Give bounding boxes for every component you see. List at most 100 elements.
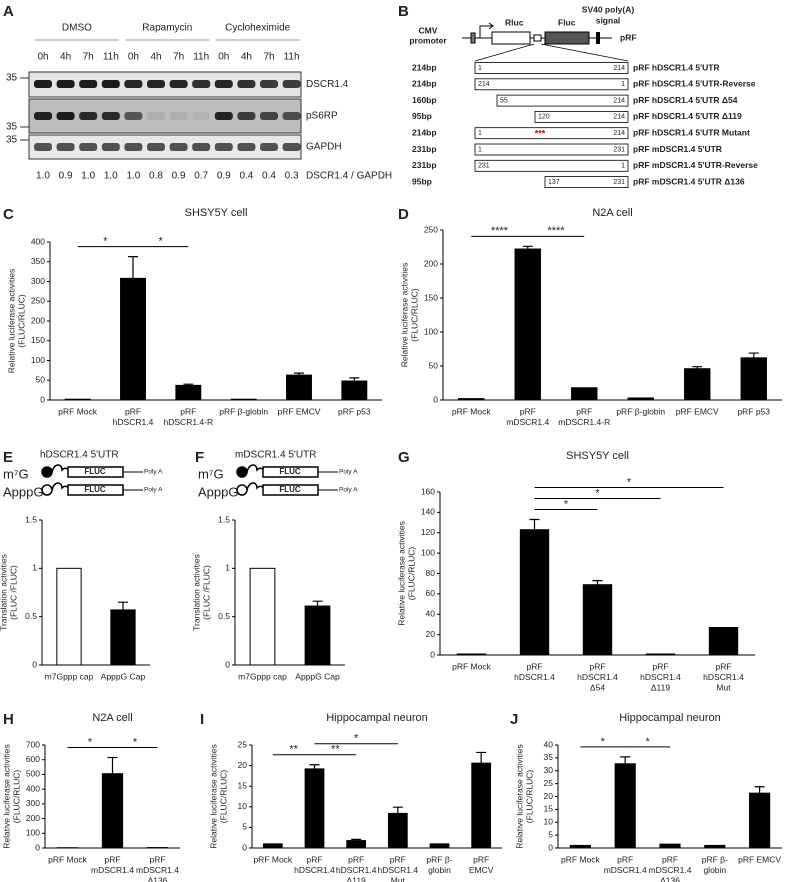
y-tick-label: 200: [424, 258, 438, 268]
blot-band: [169, 143, 188, 151]
y-axis-label: Relative luciferase activities: [208, 744, 218, 848]
orf-label: FLUC: [279, 467, 301, 476]
condition-label: Cycloheximide: [225, 23, 290, 34]
y-tick-label: 40: [426, 609, 436, 619]
x-tick-label: pRF Mock: [452, 661, 491, 671]
construct-box: [544, 176, 629, 189]
timepoint-label: 7h: [263, 52, 274, 63]
timepoint-label: 11h: [193, 52, 209, 63]
timepoint-label: 7h: [83, 52, 94, 63]
tss-arrow: [479, 22, 494, 38]
y-tick-label: 1: [225, 563, 230, 573]
tail-label: Poly A: [144, 469, 163, 476]
x-tick-label: mDSCR1.4: [506, 417, 549, 427]
tail-label: Poly A: [339, 469, 358, 476]
row-label: DSCR1.4: [306, 79, 349, 90]
y-axis-label: Relative luciferase activities: [396, 521, 406, 625]
blot-band: [237, 80, 256, 88]
construct-start: 231: [478, 163, 490, 170]
cap-label: ApppG: [3, 484, 43, 499]
y-tick-label: 0: [40, 394, 45, 404]
construct-name: pRF hDSCR1.4 5'UTR Δ119: [633, 111, 742, 121]
bar: [262, 843, 283, 849]
y-tick-label: 0: [32, 659, 37, 669]
x-tick-label: EMCV: [469, 865, 494, 875]
y-axis-label: (FLUC/RLUC): [11, 770, 21, 824]
x-tick-label: hDSCR1.4-R: [164, 417, 214, 427]
ratio-value: 0.7: [194, 171, 208, 182]
significance-label: *: [103, 236, 108, 248]
bar: [571, 387, 598, 401]
error-bar: [351, 838, 362, 841]
bar: [514, 248, 541, 401]
y-tick-label: 300: [26, 798, 40, 808]
error-bar: [107, 756, 118, 774]
x-tick-label: pRF: [520, 406, 536, 416]
signal-label: signal: [596, 15, 621, 25]
x-tick-label: ApppG Cap: [295, 671, 340, 681]
error-bar: [529, 518, 540, 530]
significance-label: *: [595, 487, 600, 499]
y-axis-label: (FLUC/RLUC): [524, 770, 534, 824]
x-tick-label: globin: [428, 865, 451, 875]
y-tick-label: 25: [544, 778, 554, 788]
timepoint-label: 0h: [37, 52, 48, 63]
chart-title: N2A cell: [592, 207, 632, 219]
significance-label: *: [645, 736, 650, 748]
panel-label: E: [3, 449, 13, 466]
x-tick-label: Δ119: [651, 682, 671, 692]
bar: [740, 357, 767, 401]
condition-label: DMSO: [62, 23, 92, 34]
x-tick-label: pRF Mock: [58, 406, 97, 416]
panel-label: F: [195, 449, 204, 466]
blot-band: [56, 143, 75, 151]
bar: [249, 567, 276, 666]
bar: [56, 567, 82, 666]
x-tick-label: m7Gppp cap: [238, 671, 287, 681]
error-bar: [294, 372, 304, 376]
construct-start: 1: [478, 130, 482, 137]
x-tick-label: Δ54: [590, 682, 605, 692]
rluc-box: [491, 31, 531, 45]
ratio-value: 1.0: [104, 171, 118, 182]
blot-band: [192, 143, 211, 151]
blot-band: [237, 112, 256, 120]
significance-label: *: [601, 736, 606, 748]
blot-band: [282, 143, 301, 151]
chart-title: Hippocampal neuron: [619, 712, 721, 724]
cap-structure: [41, 466, 53, 478]
x-tick-label: pRF EMCV: [278, 406, 321, 416]
x-tick-label: pRF β-globin: [616, 406, 665, 416]
x-tick-label: pRF: [715, 661, 731, 671]
construct-end: 1: [621, 163, 625, 170]
construct-start: 120: [538, 114, 550, 121]
x-tick-label: mDSCR1.4-R: [558, 417, 610, 427]
blot-band: [169, 112, 188, 120]
error-bar: [309, 764, 320, 769]
y-tick-label: 200: [26, 813, 40, 823]
x-tick-label: pRF β-globin: [219, 406, 268, 416]
construct-name: pRF mDSCR1.4 5'UTR: [633, 144, 722, 154]
blot-band: [192, 80, 211, 88]
error-bar: [754, 786, 765, 794]
blot-band: [192, 112, 211, 120]
timepoint-label: 0h: [128, 52, 139, 63]
significance-label: *: [88, 736, 93, 748]
construct-box: [474, 143, 629, 156]
construct-name: pRF mDSCR1.4 5'UTR-Reverse: [633, 160, 758, 170]
y-axis-label: (FLUC/RLUC): [409, 288, 419, 342]
panel-label: B: [398, 3, 409, 20]
size-marker: 35: [6, 73, 18, 84]
construct-size: 231bp: [412, 160, 437, 170]
ratio-value: 0.8: [149, 171, 163, 182]
x-tick-label: Δ119: [347, 875, 367, 882]
error-bar: [476, 751, 487, 764]
chart-title: N2A cell: [92, 712, 132, 724]
blot-band: [34, 80, 52, 88]
panel-label: G: [398, 449, 410, 466]
x-tick-label: hDSCR1.4: [703, 672, 744, 682]
construct-size: 95bp: [412, 111, 432, 121]
y-tick-label: 350: [31, 256, 45, 266]
significance-label: ****: [491, 225, 509, 237]
y-axis-label: Relative luciferase activities: [6, 269, 16, 373]
